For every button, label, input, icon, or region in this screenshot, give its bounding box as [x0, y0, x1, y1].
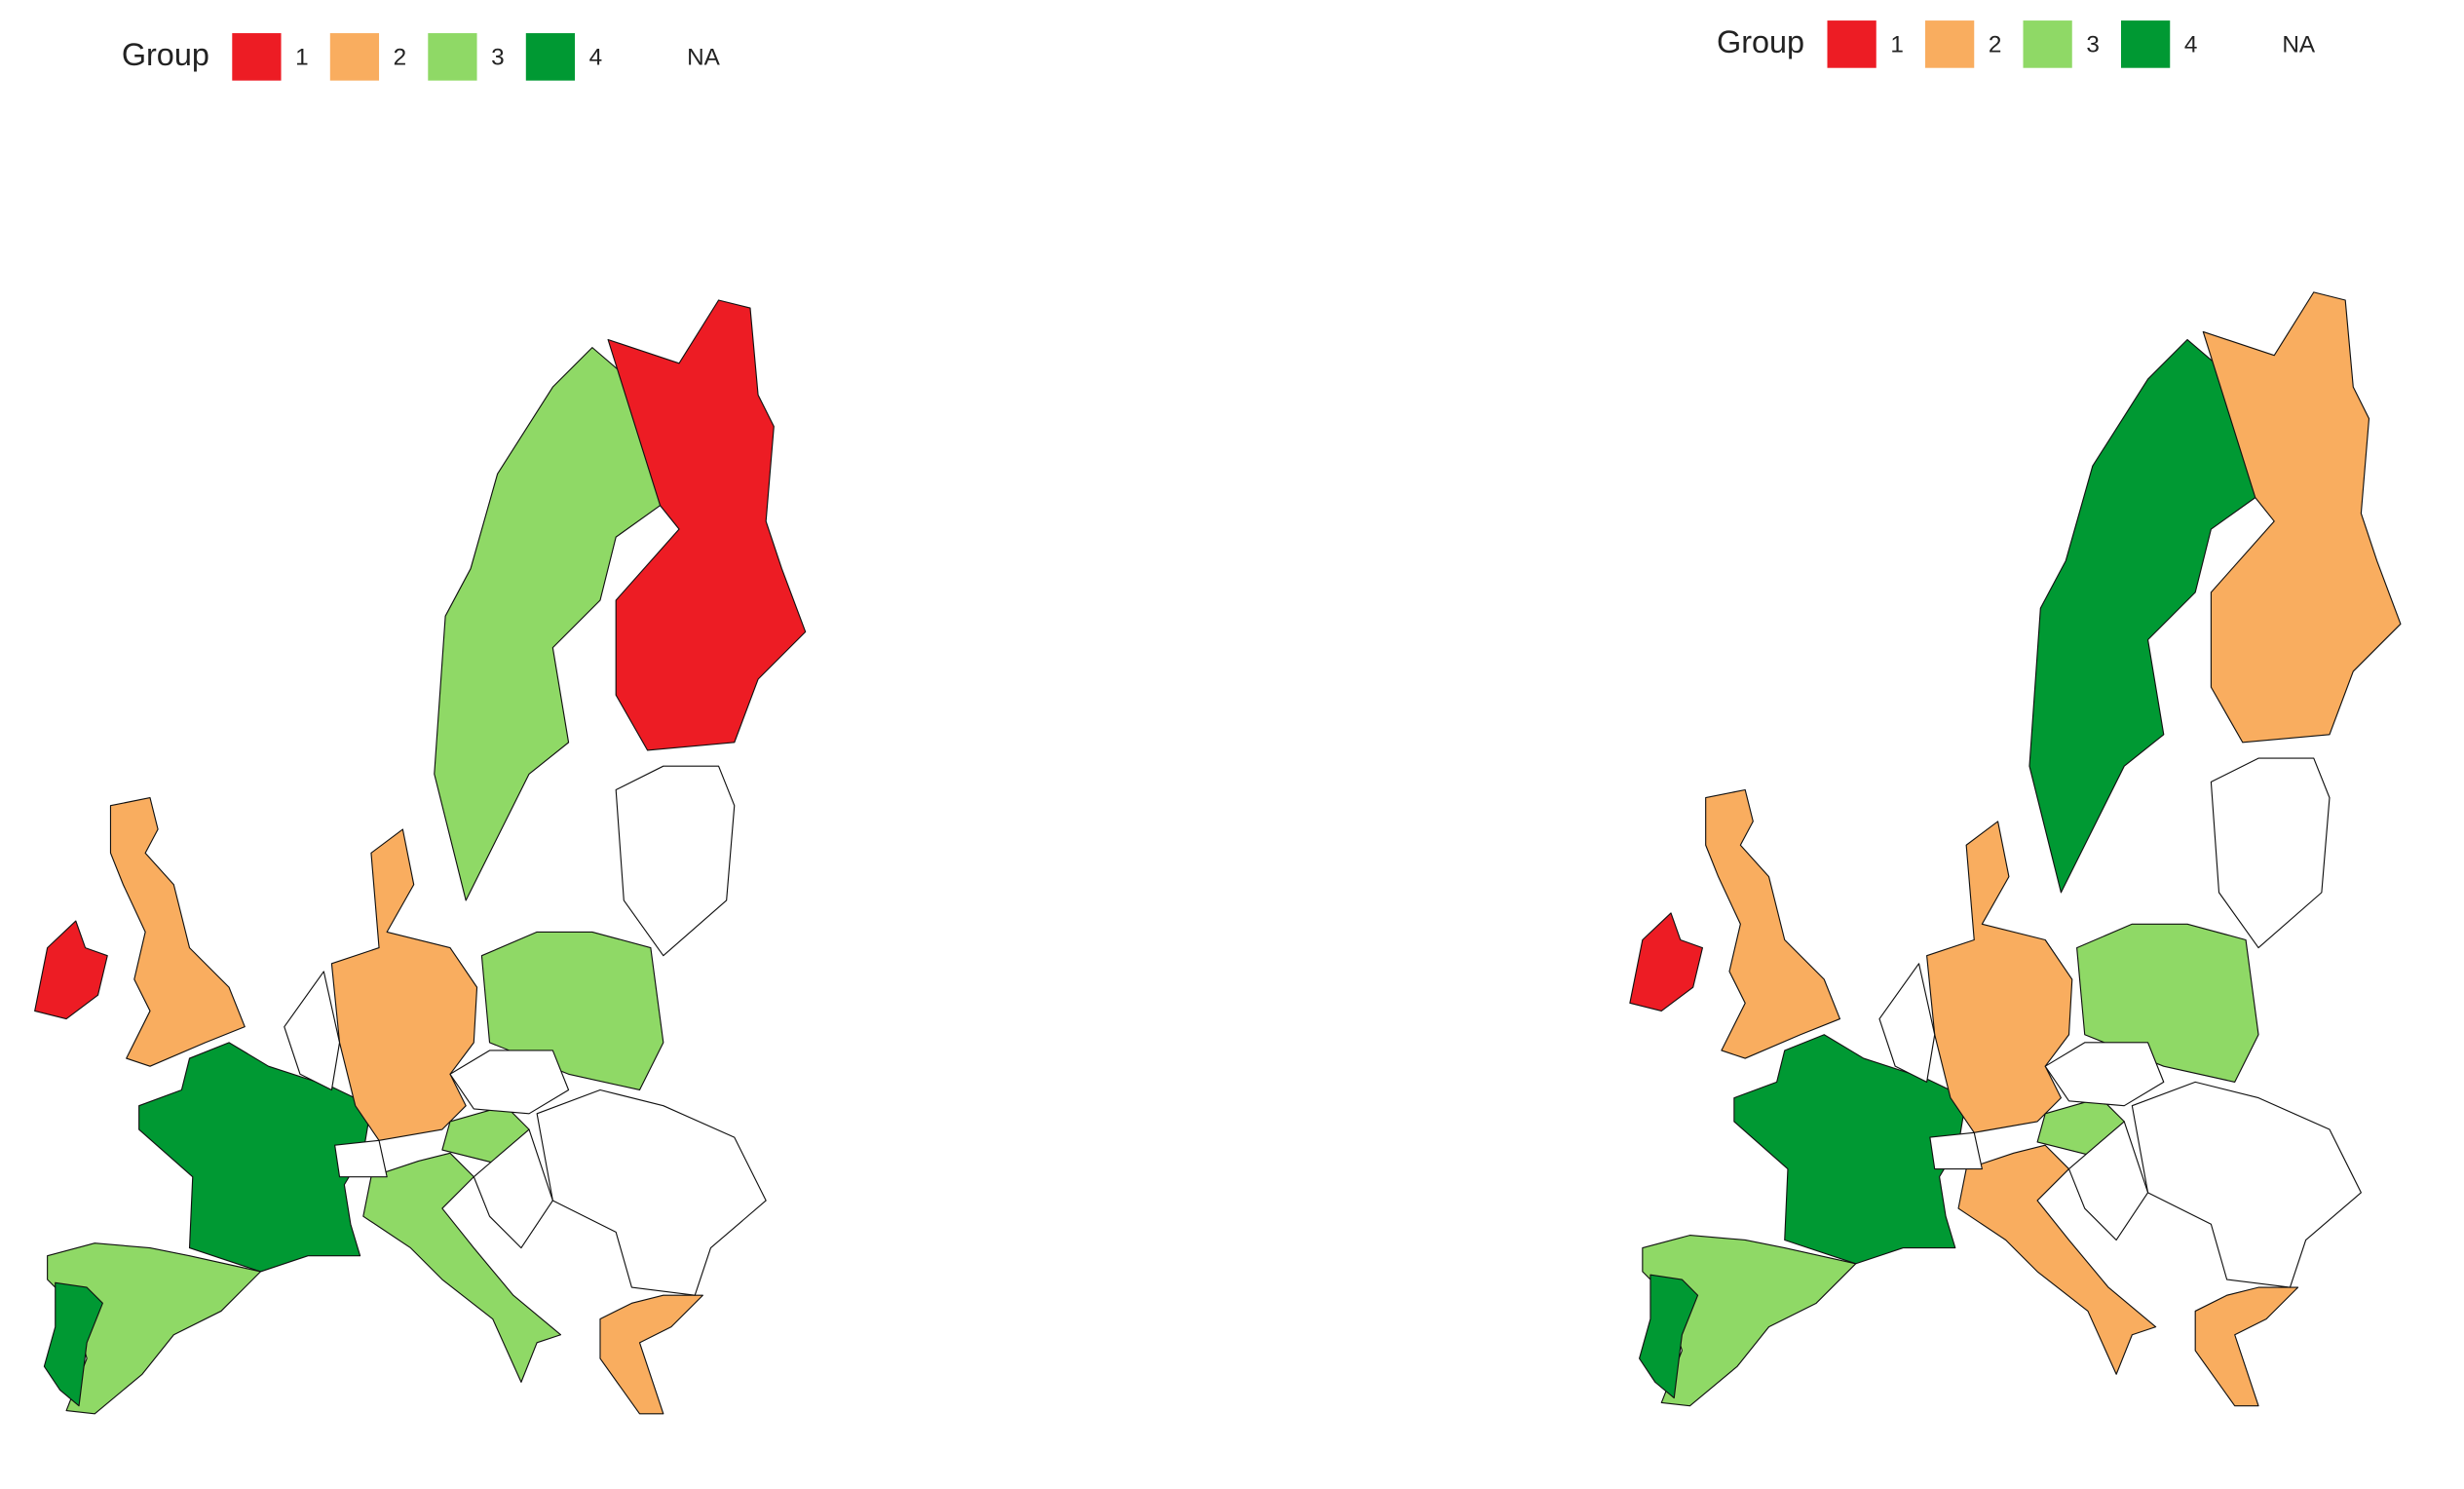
region: [2202, 291, 2402, 744]
region: [599, 1294, 703, 1415]
map: [34, 299, 807, 1415]
region: [615, 765, 736, 957]
region: [1926, 821, 2073, 1133]
legend-title: Group: [1717, 24, 1804, 59]
region: [1629, 912, 1704, 1012]
legend-swatch: [232, 33, 282, 81]
legend-label: 1: [1890, 31, 1904, 57]
region: [34, 920, 108, 1020]
legend-swatch: [2023, 20, 2072, 68]
legend-swatch: [428, 33, 477, 81]
legend-label: 2: [1989, 31, 2002, 57]
region: [607, 299, 807, 751]
map-panel: Group 1 2 3 4 NA: [34, 33, 807, 1415]
maps-root: Group 1 2 3 4 NA Group 1 2 3 4 NA: [34, 20, 2402, 1415]
region: [1639, 1274, 1699, 1399]
region: [2044, 1042, 2165, 1107]
region: [2131, 1081, 2362, 1288]
map: [1629, 291, 2402, 1407]
legend-label: 4: [2184, 31, 2198, 57]
region: [109, 797, 246, 1067]
region: [2067, 1121, 2149, 1241]
legend-swatch: [624, 33, 673, 81]
region: [1929, 1131, 1983, 1170]
region: [473, 1128, 553, 1249]
region: [362, 1152, 562, 1383]
region: [1878, 963, 1936, 1083]
region: [43, 1281, 103, 1407]
legend-title: Group: [122, 37, 209, 72]
legend-swatch: [1924, 20, 1975, 68]
legend-label: 1: [295, 44, 309, 70]
legend-swatch: [2121, 20, 2171, 68]
region: [330, 828, 478, 1141]
legend-swatch: [1827, 20, 1876, 68]
region: [334, 1139, 388, 1178]
legend-label: NA: [687, 44, 721, 70]
region: [2210, 757, 2331, 949]
legend-swatch: [2218, 20, 2268, 68]
legend-label: 4: [589, 44, 603, 70]
legend: Group 1 2 3 4 NA: [1717, 20, 2316, 68]
region: [536, 1088, 767, 1296]
map-panel: Group 1 2 3 4 NA: [1629, 20, 2402, 1407]
legend: Group 1 2 3 4 NA: [122, 33, 721, 81]
region: [1733, 1034, 1967, 1265]
legend-label: 2: [394, 44, 407, 70]
legend-label: NA: [2282, 31, 2316, 57]
region: [284, 971, 341, 1091]
legend-label: 3: [2086, 31, 2100, 57]
legend-swatch: [329, 33, 380, 81]
legend-swatch: [525, 33, 576, 81]
legend-label: 3: [491, 44, 505, 70]
region: [138, 1042, 372, 1273]
region: [449, 1050, 570, 1115]
region: [1957, 1144, 2157, 1375]
region: [1705, 788, 1841, 1059]
region: [2194, 1286, 2299, 1407]
